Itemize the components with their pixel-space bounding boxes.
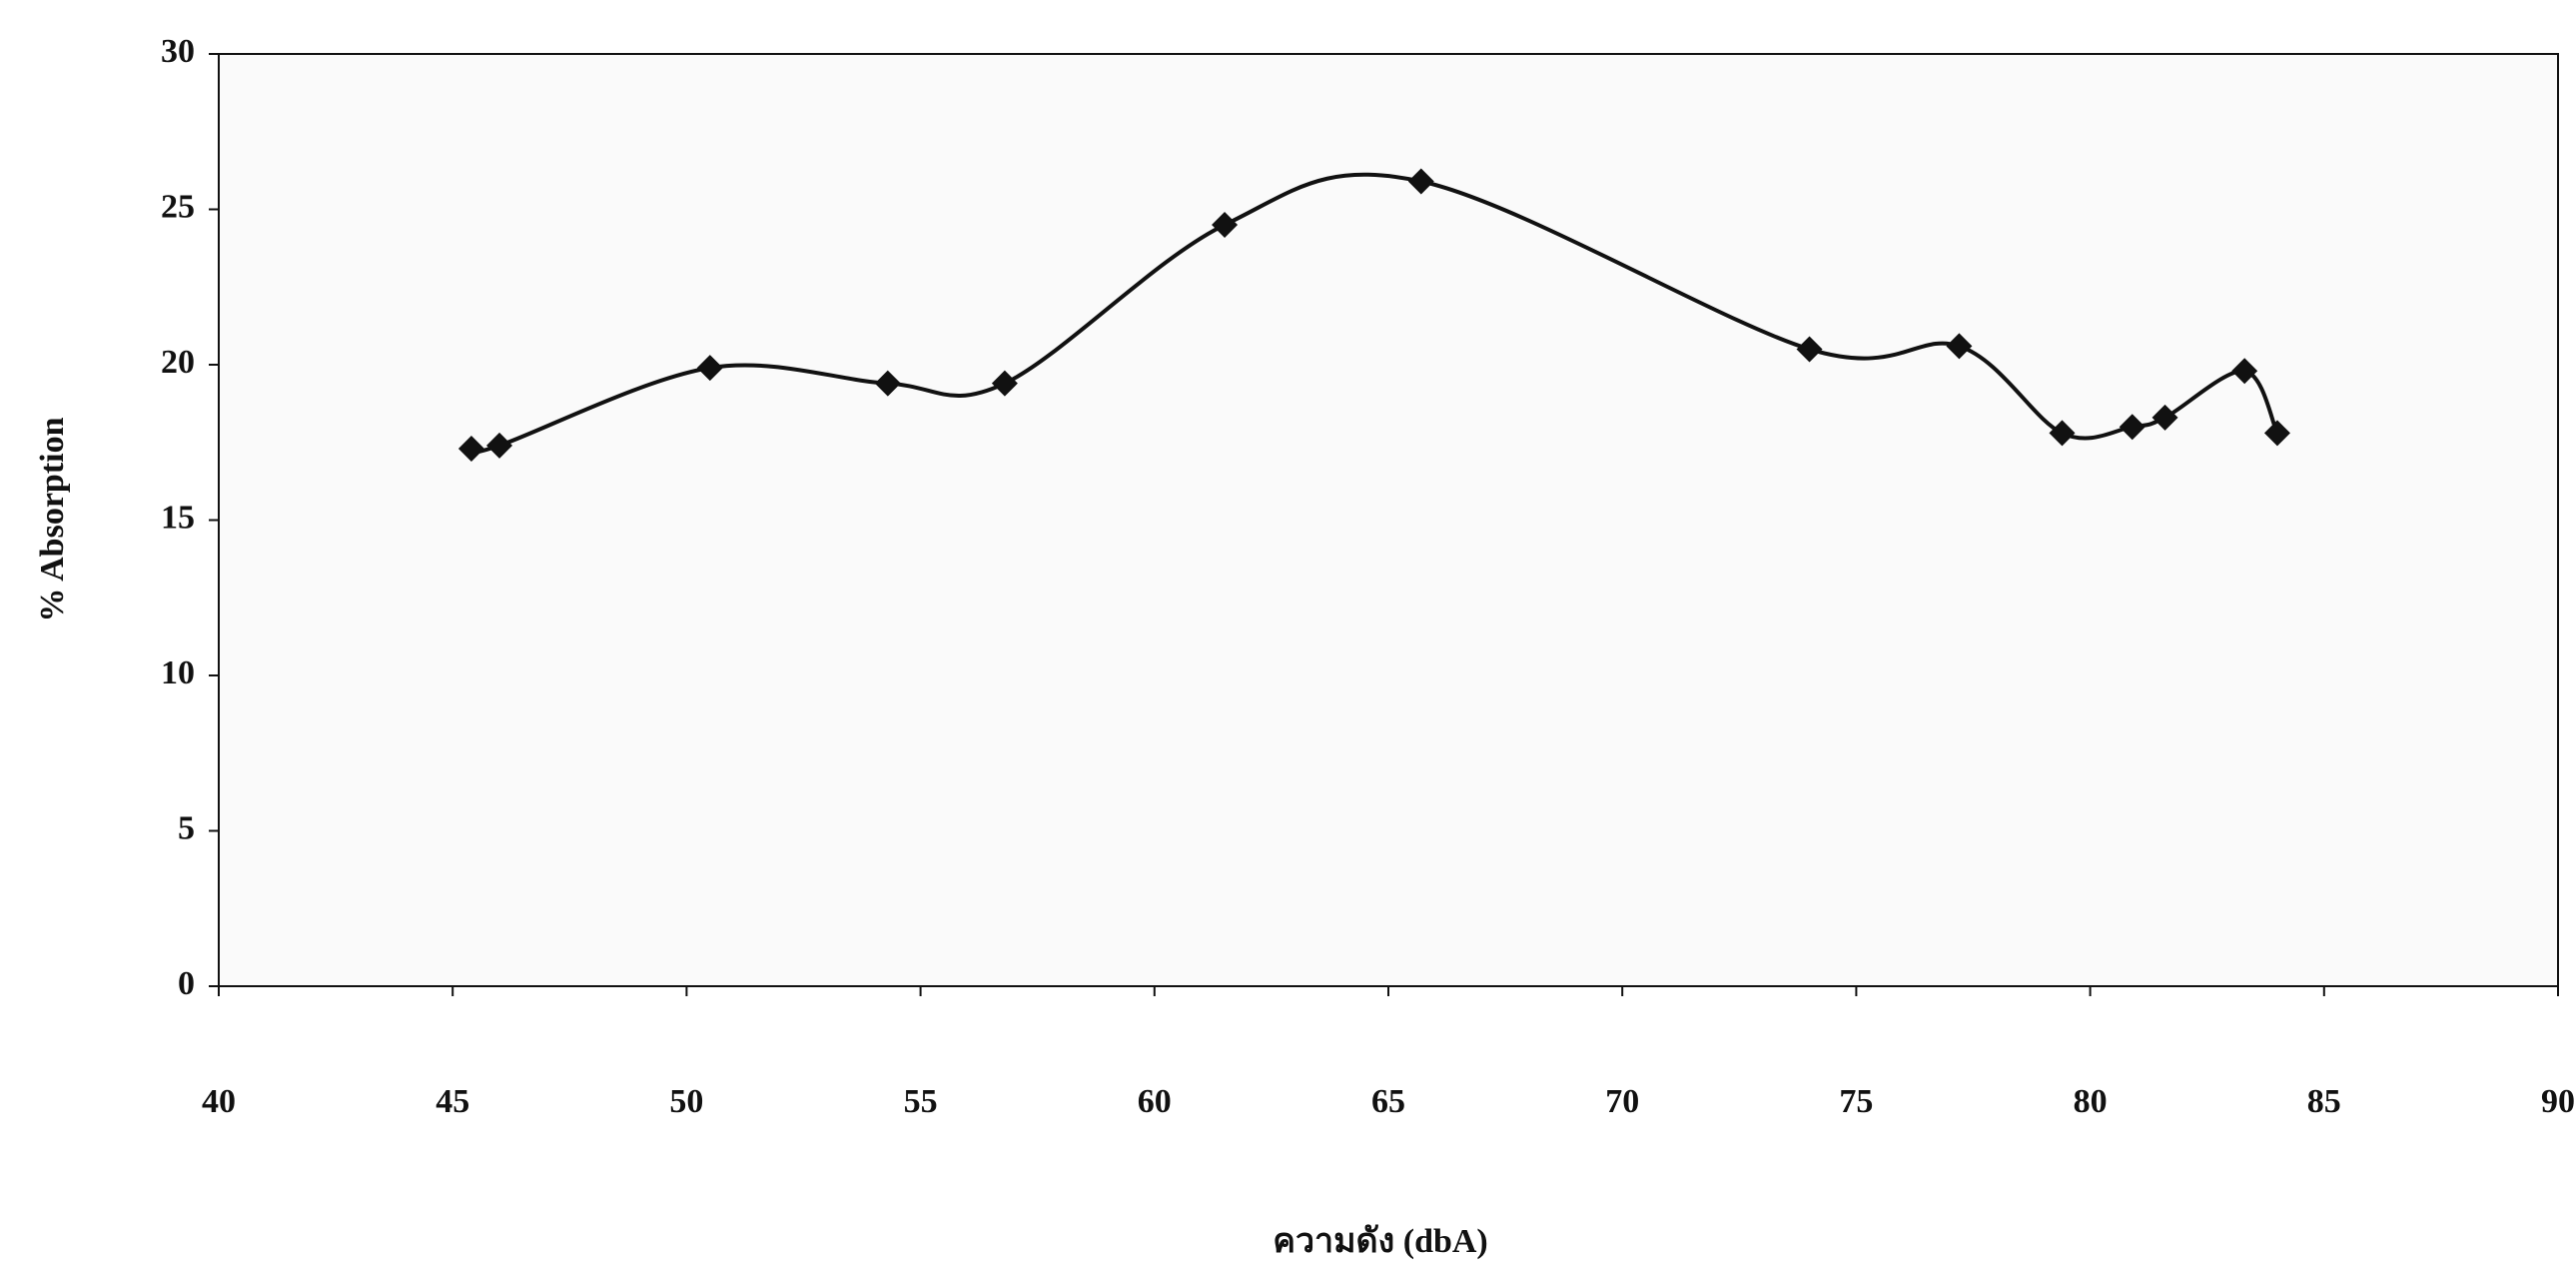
y-tick-label: 10 [161, 654, 195, 691]
x-axis-title: ความดัง (dbA) [1273, 1223, 1488, 1260]
y-tick-label: 30 [161, 33, 195, 70]
x-tick-label: 60 [1138, 1083, 1172, 1120]
x-tick-label: 55 [904, 1083, 938, 1120]
data-point [1212, 212, 1239, 239]
data-point [874, 370, 901, 397]
data-point [2049, 420, 2076, 447]
data-point [2119, 414, 2146, 441]
data-point [1946, 333, 1973, 360]
data-point [486, 432, 513, 459]
x-tick-label: 90 [2541, 1083, 2575, 1120]
data-point [1796, 336, 1823, 363]
x-tick-label: 45 [435, 1083, 469, 1120]
data-point [457, 435, 484, 462]
y-axis-title: % Absorption [34, 417, 71, 622]
y-tick-label: 20 [161, 344, 195, 381]
data-point [696, 355, 723, 382]
x-tick-label: 50 [669, 1083, 703, 1120]
data-point [2263, 420, 2290, 447]
x-tick-label: 80 [2074, 1083, 2108, 1120]
y-tick-label: 15 [161, 499, 195, 536]
x-tick-label: 75 [1839, 1083, 1873, 1120]
y-tick-label: 25 [161, 188, 195, 225]
y-tick-label: 0 [178, 965, 195, 1002]
data-point [2231, 358, 2258, 385]
x-tick-label: 40 [202, 1083, 236, 1120]
data-point [2151, 404, 2178, 431]
x-tick-label: 70 [1605, 1083, 1639, 1120]
plot-area [218, 53, 2559, 987]
data-point [1407, 168, 1434, 195]
y-tick-label: 5 [178, 809, 195, 846]
x-tick-label: 65 [1371, 1083, 1405, 1120]
x-tick-label: 85 [2307, 1083, 2341, 1120]
data-point [991, 370, 1018, 397]
